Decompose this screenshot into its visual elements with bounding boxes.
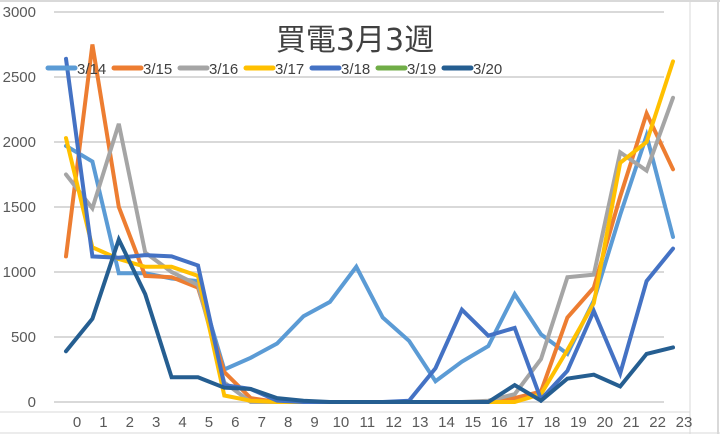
legend: 3/14 3/15 3/16 3/17 3/18 3/19 3/20	[45, 61, 502, 78]
x-tick-label: 5	[205, 414, 213, 431]
x-tick-label: 18	[544, 414, 561, 431]
legend-label: 3/14	[77, 61, 106, 78]
x-tick-label: 14	[438, 414, 455, 431]
x-tick-label: 8	[284, 414, 292, 431]
legend-item: 3/17	[243, 61, 304, 78]
x-tick-label: 3	[152, 414, 160, 431]
x-tick-label: 4	[178, 414, 186, 431]
y-tick-label: 500	[11, 329, 36, 346]
legend-label: 3/20	[473, 61, 502, 78]
series-line-3-14	[64, 128, 675, 385]
series-line-3-15	[64, 44, 675, 404]
series-line-3-17	[64, 59, 675, 404]
y-tick-label: 0	[28, 394, 36, 411]
x-tick-label: 23	[676, 414, 693, 431]
x-tick-label: 20	[596, 414, 613, 431]
data-series	[64, 44, 675, 404]
y-tick-label: 1000	[3, 264, 36, 281]
x-tick-label: 21	[623, 414, 640, 431]
x-tick-label: 17	[517, 414, 534, 431]
legend-label: 3/19	[407, 61, 436, 78]
y-tick-label: 2000	[3, 134, 36, 151]
y-tick-label: 2500	[3, 69, 36, 86]
x-tick-label: 10	[333, 414, 350, 431]
x-tick-label: 19	[570, 414, 587, 431]
x-tick-label: 13	[412, 414, 429, 431]
x-axis-tick-labels: 0 1 2 3 4 5 6 7 8 9 10 11 12 13 14 15 16 17 18 19 20 21 22 23	[73, 414, 693, 431]
x-tick-label: 15	[465, 414, 482, 431]
legend-item: 3/16	[177, 61, 238, 78]
y-tick-label: 3000	[3, 4, 36, 21]
chart-title: 買電3月3週	[276, 23, 434, 58]
legend-item: 3/15	[111, 61, 172, 78]
legend-item: 3/20	[441, 61, 502, 78]
legend-item: 3/19	[375, 61, 436, 78]
x-tick-label: 16	[491, 414, 508, 431]
x-tick-label: 7	[258, 414, 266, 431]
x-tick-label: 11	[360, 414, 376, 431]
legend-label: 3/18	[341, 61, 370, 78]
x-tick-label: 2	[126, 414, 134, 431]
legend-item: 3/14	[45, 61, 106, 78]
legend-label: 3/16	[209, 61, 238, 78]
x-tick-label: 12	[385, 414, 402, 431]
y-axis-tick-labels: 0 500 1000 1500 2000 2500 3000	[3, 4, 36, 411]
x-tick-label: 22	[649, 414, 666, 431]
x-tick-label: 1	[99, 414, 107, 431]
series-line-3-18	[64, 56, 675, 404]
y-tick-label: 1500	[3, 199, 36, 216]
x-tick-label: 9	[310, 414, 318, 431]
series-line-3-20	[64, 234, 675, 404]
legend-item: 3/18	[309, 61, 370, 78]
legend-label: 3/17	[275, 61, 304, 78]
legend-label: 3/15	[143, 61, 172, 78]
series-line-3-16	[64, 95, 675, 404]
x-tick-label: 0	[73, 414, 81, 431]
x-tick-label: 6	[231, 414, 239, 431]
